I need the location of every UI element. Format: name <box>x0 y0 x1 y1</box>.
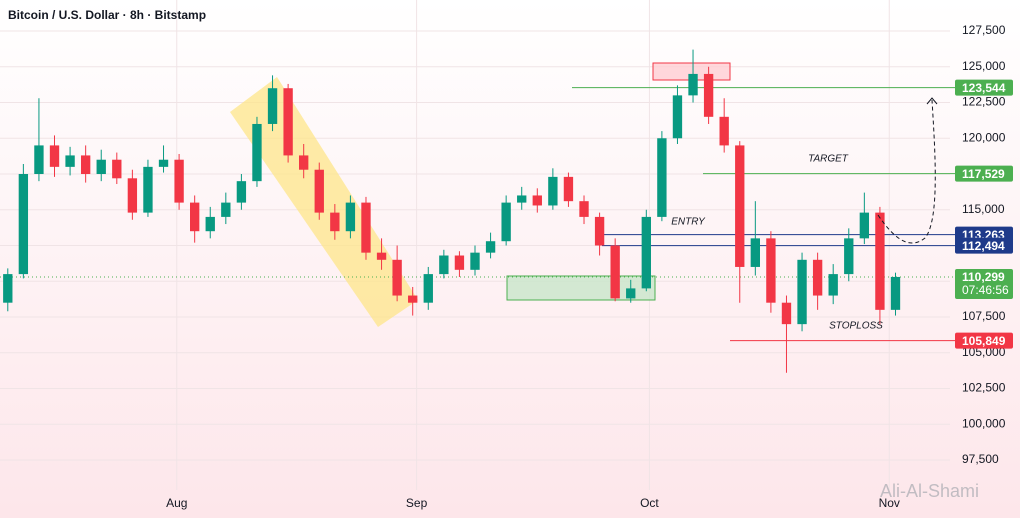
candle-body <box>859 212 870 239</box>
candle-body <box>626 288 636 299</box>
candle-body <box>221 202 231 217</box>
candle-body <box>735 145 745 267</box>
price-label: 117,529 <box>962 167 1005 181</box>
candle-body <box>439 255 449 275</box>
candle-body <box>781 302 792 325</box>
candle-body <box>672 95 683 139</box>
price-label-box <box>955 332 1013 349</box>
x-tick-label: Aug <box>166 496 187 510</box>
channel-zone <box>230 77 418 327</box>
candle-body <box>283 88 293 156</box>
candle-body <box>34 145 44 175</box>
candle-body <box>236 181 247 203</box>
candle-body <box>158 159 169 167</box>
candle-body <box>501 202 511 242</box>
candle-body <box>3 274 13 303</box>
candle-body <box>252 123 262 182</box>
y-tick-label: 102,500 <box>962 381 1006 395</box>
candle-body <box>890 276 901 310</box>
candle-body <box>408 295 418 303</box>
candle-body <box>80 155 91 175</box>
price-label-box <box>955 268 1013 299</box>
candle-body <box>376 252 387 260</box>
arrow-head <box>926 97 938 105</box>
y-tick-label: 120,000 <box>962 130 1006 144</box>
x-tick-label: Oct <box>640 496 659 510</box>
y-tick-label: 115,000 <box>962 202 1005 216</box>
candle-body <box>657 138 667 217</box>
candle-body <box>330 212 340 232</box>
candle-body <box>517 195 527 203</box>
candle-body <box>579 201 589 217</box>
candle-body <box>345 202 356 232</box>
candle-body <box>563 176 574 202</box>
watermark: Ali-Al-Shami <box>880 481 979 501</box>
candle-body <box>750 238 760 267</box>
candle-body <box>610 245 620 299</box>
y-tick-label: 107,500 <box>962 309 1006 323</box>
candle-body <box>205 216 215 232</box>
projection-arrow <box>877 99 936 244</box>
x-tick-label: Nov <box>879 496 900 510</box>
price-label: 112,494 <box>962 239 1005 253</box>
candle-body <box>65 155 75 167</box>
candle-body <box>828 274 838 296</box>
target-label: TARGET <box>808 154 849 165</box>
candle-body <box>267 88 278 124</box>
candle-body <box>594 216 605 246</box>
price-label-box <box>955 165 1013 182</box>
candle-body <box>548 176 558 206</box>
candle-body <box>875 212 885 310</box>
chart-title: Bitcoin / U.S. Dollar · 8h · Bitstamp <box>8 8 206 22</box>
candle-body <box>703 73 714 117</box>
y-tick-label: 127,500 <box>962 23 1006 37</box>
candle-body <box>719 116 729 146</box>
candle-body <box>112 159 122 179</box>
candle-body <box>532 195 542 206</box>
candle-body <box>844 238 854 275</box>
candle-body <box>392 259 402 296</box>
candle-body <box>174 159 184 203</box>
price-label: 110,299 <box>962 270 1005 284</box>
candle-body <box>96 159 106 175</box>
candle-body <box>641 216 651 289</box>
candle-body <box>143 166 153 213</box>
candle-body <box>470 252 480 270</box>
y-tick-label: 122,500 <box>962 95 1006 109</box>
x-tick-label: Sep <box>406 496 428 510</box>
candle-body <box>423 274 433 303</box>
candle-body <box>127 178 138 213</box>
y-tick-label: 100,000 <box>962 416 1006 430</box>
candle-body <box>797 259 807 325</box>
y-tick-label: 125,000 <box>962 59 1006 73</box>
candle-body <box>454 255 465 270</box>
candle-body <box>361 202 371 253</box>
candle-body <box>18 174 29 275</box>
candle-body <box>766 238 776 303</box>
candle-body <box>299 155 309 170</box>
y-tick-label: 97,500 <box>962 452 999 466</box>
entry-label: ENTRY <box>671 217 706 228</box>
candle-body <box>812 259 823 296</box>
countdown: 07:46:56 <box>962 283 1009 297</box>
candle-body <box>688 73 698 96</box>
price-label: 123,544 <box>962 81 1006 95</box>
price-label-box <box>955 237 1013 254</box>
price-label: 105,849 <box>962 334 1006 348</box>
candle-body <box>314 169 324 213</box>
candle-body <box>485 241 496 253</box>
candle-body <box>49 145 60 167</box>
candle-body <box>190 202 200 232</box>
stoploss-label: STOPLOSS <box>829 321 883 332</box>
price-label-box <box>955 79 1013 96</box>
